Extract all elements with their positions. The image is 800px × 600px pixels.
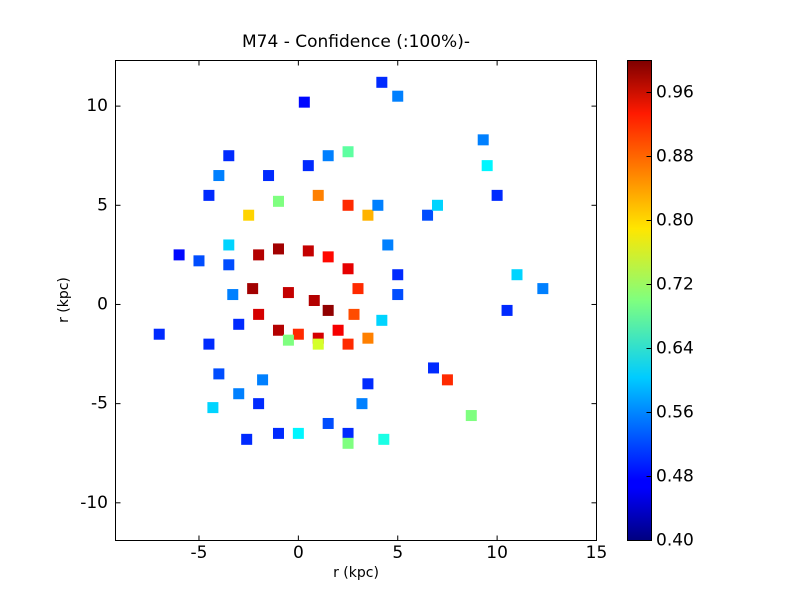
y-tick-label: 10 [86, 96, 108, 116]
data-cell [376, 76, 388, 88]
data-cell [322, 417, 334, 429]
data-cell [322, 251, 334, 263]
data-cell [348, 308, 360, 320]
colorbar [627, 60, 652, 541]
colorbar-tick-label: 0.80 [656, 211, 694, 231]
data-cell [511, 269, 523, 281]
data-cell [362, 209, 374, 221]
data-cell [372, 199, 384, 211]
data-cell [322, 304, 334, 316]
x-tick-label: 10 [486, 543, 508, 563]
data-cell [282, 287, 294, 299]
colorbar-tick-label: 0.72 [656, 275, 694, 295]
data-cell [332, 324, 344, 336]
data-cell [203, 189, 215, 201]
plot-area [153, 76, 549, 449]
colorbar-tick-label: 0.96 [656, 83, 694, 103]
y-tick-label: -5 [91, 394, 108, 414]
colorbar-tick-label: 0.56 [656, 403, 694, 423]
data-cell [272, 195, 284, 207]
data-cell [272, 324, 284, 336]
data-cell [477, 134, 489, 146]
data-cell [263, 170, 275, 182]
data-cell [257, 374, 269, 386]
x-tick-label: -5 [191, 543, 208, 563]
data-cell [392, 90, 404, 102]
y-tick-label: 5 [97, 195, 108, 215]
data-cell [392, 269, 404, 281]
data-cell [253, 249, 265, 261]
data-cell [233, 388, 245, 400]
colorbar-tick-label: 0.88 [656, 147, 694, 167]
data-cell [342, 146, 354, 158]
colorbar-tick-label: 0.48 [656, 467, 694, 487]
data-cell [312, 189, 324, 201]
x-tick-label: 15 [586, 543, 608, 563]
data-cell [292, 328, 304, 340]
data-cell [253, 398, 265, 410]
data-cell [431, 199, 443, 211]
data-cell [501, 304, 513, 316]
y-axis-label: r (kpc) [56, 277, 72, 323]
data-cell [356, 398, 368, 410]
data-cell [243, 209, 255, 221]
x-tick-label: 5 [392, 543, 403, 563]
y-tick-label: -10 [80, 493, 108, 513]
data-cell [253, 308, 265, 320]
data-cell [441, 374, 453, 386]
data-cell [428, 362, 440, 374]
data-cell [213, 368, 225, 380]
data-cell [272, 427, 284, 439]
data-cell [362, 332, 374, 344]
data-cell [292, 427, 304, 439]
axes-frame [115, 60, 597, 541]
data-cell [342, 437, 354, 449]
data-cell [491, 189, 503, 201]
data-cell [322, 150, 334, 162]
data-cell [352, 283, 364, 295]
data-cell [241, 433, 253, 445]
x-tick-label: 0 [293, 543, 304, 563]
data-cell [298, 96, 310, 108]
data-cell [223, 150, 235, 162]
data-cell [213, 170, 225, 182]
data-cell [227, 289, 239, 301]
data-cell [392, 289, 404, 301]
data-cell [233, 318, 245, 330]
x-axis-label: r (kpc) [333, 565, 379, 581]
data-cell [342, 427, 354, 439]
data-cell [382, 239, 394, 251]
data-cell [378, 433, 390, 445]
data-cell [312, 332, 324, 344]
data-cell [173, 249, 185, 261]
data-cell [193, 255, 205, 267]
data-cell [376, 314, 388, 326]
data-cell [481, 160, 493, 172]
colorbar-tick-label: 0.40 [656, 531, 694, 551]
data-cell [342, 199, 354, 211]
data-cell [362, 378, 374, 390]
data-cell [465, 410, 477, 422]
data-cell [342, 338, 354, 350]
data-cell [153, 328, 165, 340]
data-cell [203, 338, 215, 350]
colorbar-tick-label: 0.64 [656, 339, 694, 359]
data-cell [272, 243, 284, 255]
data-cell [302, 160, 314, 172]
data-cell [312, 338, 324, 350]
data-cell [422, 209, 434, 221]
data-cell [223, 239, 235, 251]
data-cell [207, 402, 219, 414]
data-cell [342, 263, 354, 275]
chart-title: M74 - Confidence (:100%)- [242, 32, 470, 52]
y-tick-label: 0 [97, 294, 108, 314]
data-cell [282, 334, 294, 346]
data-cell [223, 259, 235, 271]
data-cell [308, 295, 320, 306]
data-cell [247, 283, 259, 295]
data-cell [537, 283, 549, 295]
data-cell [302, 245, 314, 257]
